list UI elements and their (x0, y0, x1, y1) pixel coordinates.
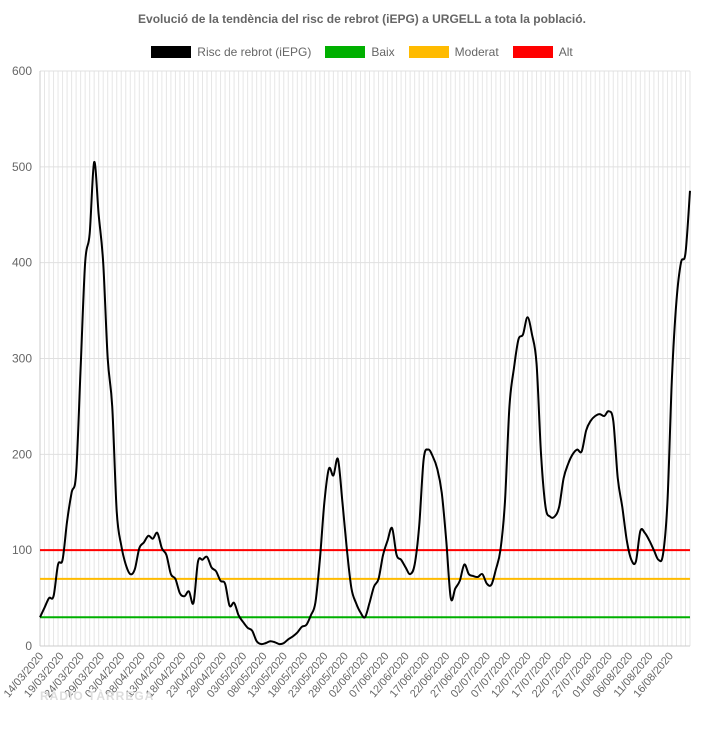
series-line-iepg (39, 161, 691, 646)
legend-label-iepg: Risc de rebrot (iEPG) (197, 45, 312, 59)
legend-swatch-iepg (151, 46, 192, 58)
legend-item-iepg[interactable]: Risc de rebrot (iEPG) (151, 45, 311, 59)
y-tick-label: 100 (12, 543, 32, 557)
legend-label-moderat: Moderat (454, 45, 499, 59)
watermark-logo: RÀDIO TÀRREGA (40, 689, 155, 703)
y-tick-label: 600 (12, 64, 32, 78)
legend-item-alt[interactable]: Alt (512, 45, 573, 59)
legend-label-alt: Alt (558, 45, 573, 59)
chart-legend: Risc de rebrot (iEPG) Baix Moderat Alt (0, 45, 724, 59)
chart-title: Evolució de la tendència del risc de reb… (138, 12, 586, 26)
legend-swatch-baix (325, 46, 366, 58)
legend-swatch-moderat (408, 46, 449, 58)
y-tick-label: 400 (12, 256, 32, 270)
legend-item-moderat[interactable]: Moderat (408, 45, 499, 59)
y-tick-label: 300 (12, 352, 32, 366)
y-tick-label: 200 (12, 447, 32, 461)
y-tick-label: 0 (25, 639, 32, 653)
legend-item-baix[interactable]: Baix (325, 45, 395, 59)
y-tick-label: 500 (12, 160, 32, 174)
legend-swatch-alt (512, 46, 553, 58)
legend-label-baix: Baix (371, 45, 395, 59)
